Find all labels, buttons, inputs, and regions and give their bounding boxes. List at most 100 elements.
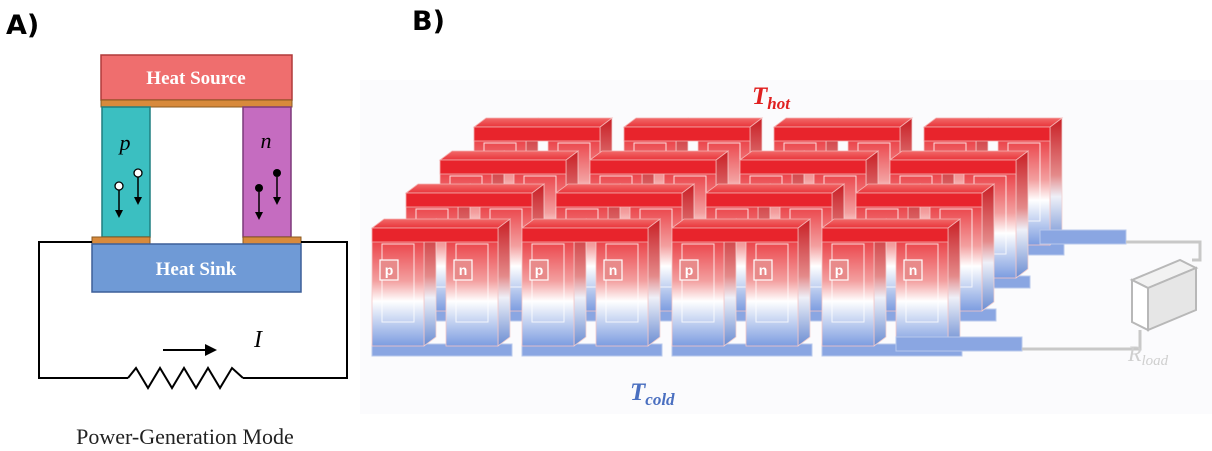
leg-side bbox=[797, 218, 811, 347]
leg-cavity bbox=[905, 243, 939, 323]
thermo-leg bbox=[521, 227, 575, 347]
bottom-contact-p bbox=[91, 236, 151, 245]
leg-label-badge bbox=[453, 259, 473, 281]
bottom-contact-n bbox=[242, 236, 302, 245]
leg-label-badge bbox=[603, 259, 623, 281]
leg-type-label: p bbox=[535, 262, 544, 278]
hot-bridge-top bbox=[404, 183, 546, 194]
leg-cavity bbox=[455, 243, 489, 323]
thermo-leg bbox=[821, 227, 875, 347]
thermo-leg bbox=[445, 227, 499, 347]
external-circuit bbox=[38, 241, 348, 390]
hot-bridge bbox=[555, 192, 683, 208]
hot-bridge-top bbox=[738, 150, 880, 161]
hot-bridge bbox=[739, 159, 867, 175]
n-leg bbox=[242, 106, 292, 238]
panel-a-caption: Power-Generation Mode bbox=[76, 424, 294, 449]
hot-bridge-top bbox=[438, 150, 580, 161]
heat-sink-block bbox=[91, 243, 302, 293]
leg-type-label: p bbox=[385, 262, 394, 278]
leg-cavity bbox=[531, 243, 565, 323]
thermo-leg bbox=[895, 227, 949, 347]
leg-label-badge bbox=[903, 259, 923, 281]
n-leg-label: n bbox=[261, 128, 272, 153]
leg-type-label: n bbox=[759, 262, 768, 278]
top-contact bbox=[100, 99, 293, 108]
leg-type-label: n bbox=[609, 262, 618, 278]
p-leg bbox=[101, 106, 151, 238]
leg-type-label: n bbox=[459, 262, 468, 278]
hot-bridge-top bbox=[520, 218, 662, 229]
current-label: I bbox=[253, 327, 263, 353]
leg-cavity bbox=[681, 243, 715, 323]
hot-bridge bbox=[671, 227, 799, 243]
hot-bridge bbox=[371, 227, 499, 243]
load-resistor-box bbox=[1129, 258, 1199, 332]
leg-label-badge bbox=[529, 259, 549, 281]
thermo-leg bbox=[371, 227, 425, 347]
leg-label-badge bbox=[829, 259, 849, 281]
thermo-leg bbox=[595, 227, 649, 347]
hot-bridge-top bbox=[472, 117, 614, 128]
hot-bridge bbox=[889, 159, 1017, 175]
leg-side bbox=[1015, 150, 1029, 279]
leg-cavity bbox=[831, 243, 865, 323]
p-leg-label: p bbox=[118, 130, 131, 155]
hot-bridge bbox=[773, 126, 901, 142]
cold-strip bbox=[371, 343, 513, 357]
leg-label-badge bbox=[379, 259, 399, 281]
hot-bridge bbox=[589, 159, 717, 175]
hot-bridge-top bbox=[370, 218, 512, 229]
lead-top bbox=[1039, 229, 1127, 245]
leg-type-label: p bbox=[685, 262, 694, 278]
leg-type-label: n bbox=[909, 262, 918, 278]
hot-bridge bbox=[923, 126, 1051, 142]
panel-a-diagram: Heat Source p n Heat Sink bbox=[38, 54, 348, 449]
hot-bridge bbox=[473, 126, 601, 142]
leg-side bbox=[981, 183, 995, 312]
hot-bridge-top bbox=[554, 183, 696, 194]
leg-cavity bbox=[605, 243, 639, 323]
leg-side bbox=[1049, 117, 1063, 246]
hot-bridge-top bbox=[922, 117, 1064, 128]
panel-a-label: A) bbox=[6, 10, 40, 41]
hot-bridge-top bbox=[622, 117, 764, 128]
leg-side bbox=[647, 218, 661, 347]
leg-side bbox=[947, 218, 961, 347]
leg-cavity bbox=[381, 243, 415, 323]
leg-label-badge bbox=[679, 259, 699, 281]
panel-b-label: B) bbox=[412, 6, 445, 37]
hot-bridge-top bbox=[670, 218, 812, 229]
leg-side bbox=[497, 218, 511, 347]
hot-bridge bbox=[821, 227, 949, 243]
hot-bridge-top bbox=[820, 218, 962, 229]
hot-bridge-top bbox=[704, 183, 846, 194]
lead-bottom bbox=[895, 336, 1023, 352]
t-cold-label: Tcold bbox=[630, 379, 675, 409]
panel-b-diagram: p n p n p n p n Rload Thot Tcold bbox=[360, 80, 1212, 414]
r-load-label: Rload bbox=[1127, 341, 1169, 369]
leg-type-label: p bbox=[835, 262, 844, 278]
load-circuit bbox=[1022, 240, 1202, 351]
heat-source-label: Heat Source bbox=[146, 68, 245, 89]
thermo-leg bbox=[671, 227, 725, 347]
hot-bridge-top bbox=[854, 183, 996, 194]
hot-bridge bbox=[623, 126, 751, 142]
load-resistor bbox=[127, 366, 244, 390]
hole-carriers bbox=[114, 168, 143, 218]
thermo-leg bbox=[745, 227, 799, 347]
hot-bridge-top bbox=[772, 117, 914, 128]
hot-bridge-top bbox=[588, 150, 730, 161]
electron-carriers bbox=[255, 169, 281, 220]
leg-label-badge bbox=[753, 259, 773, 281]
t-hot-label: Thot bbox=[752, 83, 791, 113]
leg-cavity bbox=[755, 243, 789, 323]
cold-strip bbox=[671, 343, 813, 357]
heat-sink-label: Heat Sink bbox=[156, 259, 237, 280]
current-arrow-icon bbox=[205, 344, 217, 356]
cold-strip bbox=[521, 343, 663, 357]
hot-bridge bbox=[439, 159, 567, 175]
hot-bridge bbox=[855, 192, 983, 208]
